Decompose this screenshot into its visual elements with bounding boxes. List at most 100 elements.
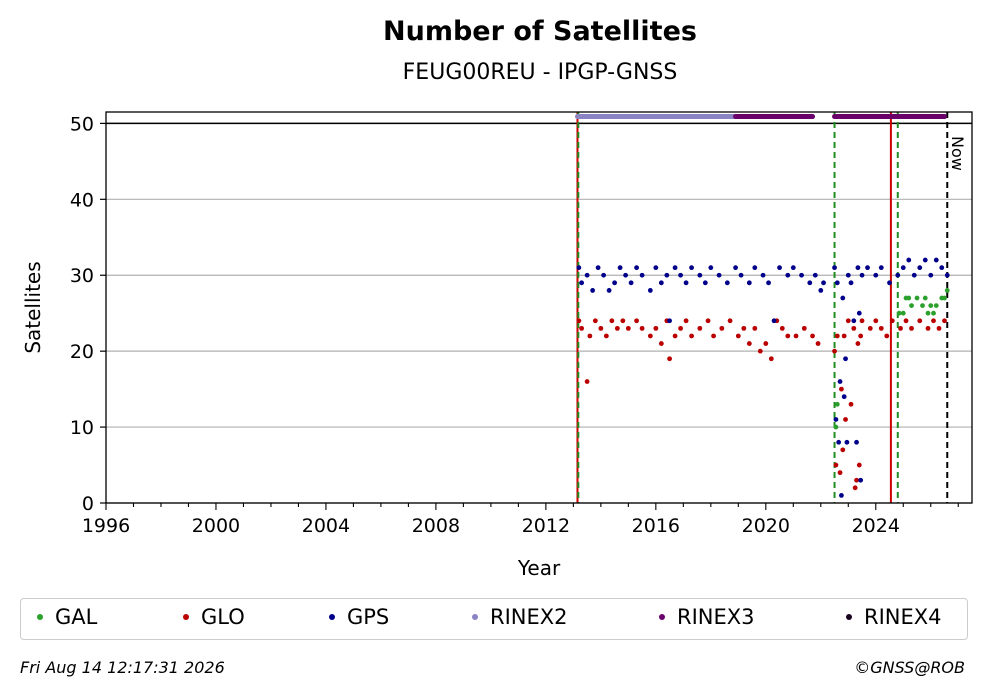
point-glo (848, 401, 854, 407)
point-gps (856, 310, 862, 316)
point-gps (799, 272, 804, 278)
point-gps (807, 280, 813, 286)
point-glo (855, 341, 861, 346)
point-gps (716, 272, 722, 278)
point-gps (639, 272, 645, 278)
point-glo (757, 348, 763, 354)
point-gps (834, 280, 840, 286)
legend-item-rinex3: RINEX3 (659, 605, 755, 629)
point-glo (727, 318, 733, 324)
point-gps (584, 272, 590, 278)
legend-marker-gal (37, 614, 43, 620)
point-glo (839, 386, 844, 392)
chart-legend: GAL GLO GPS RINEX2 RINEX3 RINEX4 (20, 598, 968, 640)
x-tick-label: 2024 (852, 515, 900, 537)
point-gal (833, 424, 839, 430)
point-gps (738, 272, 744, 278)
y-tick-label: 0 (82, 493, 94, 515)
point-gps (595, 265, 601, 271)
point-gps (647, 288, 653, 293)
point-gps (848, 280, 854, 286)
point-gal (920, 303, 925, 309)
point-gal (931, 310, 936, 316)
legend-marker-rinex4 (846, 614, 852, 620)
point-gps (760, 272, 766, 278)
point-glo (810, 333, 815, 339)
point-gps (911, 272, 917, 278)
point-gps (689, 265, 694, 271)
point-glo (653, 325, 659, 331)
plot-frame (105, 111, 973, 504)
x-tick-label: 1996 (82, 515, 130, 537)
point-glo (801, 325, 807, 331)
chart-title: Number of Satellites (383, 16, 697, 47)
point-glo (833, 462, 839, 468)
legend-label-gps: GPS (347, 605, 390, 629)
point-gps (821, 280, 826, 286)
x-tick-label: 2000 (192, 515, 240, 537)
point-gps (785, 272, 791, 278)
y-tick-label: 40 (70, 189, 94, 211)
footer-timestamp: Fri Aug 14 12:17:31 2026 (20, 658, 225, 677)
point-gps (836, 439, 842, 445)
point-gps (865, 265, 870, 271)
point-glo (763, 341, 769, 346)
point-gps (576, 265, 582, 271)
point-gps (812, 272, 818, 278)
point-gps (832, 265, 837, 271)
point-glo (832, 348, 837, 354)
legend-marker-rinex3 (659, 614, 665, 620)
point-glo (752, 325, 758, 331)
now-label: Now (948, 136, 967, 171)
point-gps (628, 280, 634, 286)
point-glo (858, 333, 864, 339)
point-glo (917, 318, 923, 324)
legend-label-rinex3: RINEX3 (677, 605, 755, 629)
point-glo (768, 356, 774, 362)
x-axis-label: Year (517, 556, 561, 580)
point-gps (724, 280, 730, 286)
point-gps (612, 280, 618, 286)
y-tick-label: 20 (70, 341, 94, 363)
legend-marker-gps (329, 614, 335, 620)
point-gps (601, 272, 607, 278)
point-glo (889, 318, 895, 324)
legend-item-rinex2: RINEX2 (472, 605, 568, 629)
legend-item-gps: GPS (329, 605, 389, 629)
point-gps (944, 272, 950, 278)
point-glo (672, 333, 678, 339)
point-glo (658, 341, 664, 346)
point-gps (708, 265, 714, 271)
point-gps (845, 272, 851, 278)
point-gps (623, 272, 628, 278)
point-gps (733, 265, 738, 271)
point-glo (741, 325, 747, 331)
point-gal (944, 288, 950, 293)
point-gps (906, 257, 912, 263)
point-glo (735, 333, 741, 339)
point-glo (942, 318, 947, 324)
point-gal (834, 401, 840, 407)
point-gps (887, 280, 892, 286)
point-glo (903, 318, 909, 324)
point-gps (658, 280, 664, 286)
legend-label-glo: GLO (201, 605, 245, 629)
point-glo (683, 318, 689, 324)
point-glo (931, 318, 936, 324)
point-glo (837, 470, 843, 476)
point-gps (683, 280, 689, 286)
x-tick-label: 2008 (412, 515, 460, 537)
point-gps (833, 417, 839, 422)
legend-label-gal: GAL (55, 605, 98, 629)
point-gps (855, 265, 861, 271)
point-gps (634, 265, 639, 271)
x-tick-label: 2020 (742, 515, 790, 537)
point-gps (839, 493, 844, 498)
point-gps (667, 318, 672, 324)
legend-marker-rinex2 (472, 614, 478, 620)
point-gps (843, 356, 848, 362)
point-gps (840, 295, 846, 301)
point-glo (867, 325, 873, 331)
point-glo (625, 325, 631, 331)
point-gps (851, 318, 857, 324)
